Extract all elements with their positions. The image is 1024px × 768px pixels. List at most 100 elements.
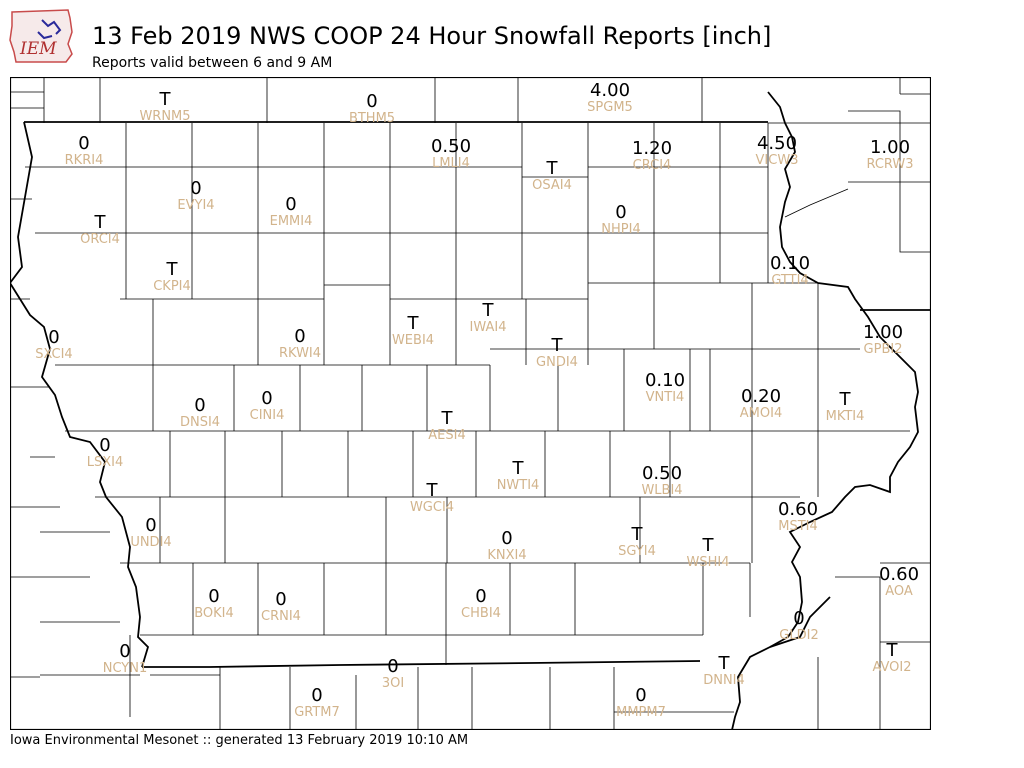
station-id: NWTI4	[497, 478, 540, 493]
station-id: AESI4	[428, 428, 465, 443]
station-id: CKPI4	[153, 279, 191, 294]
station-id: VNTI4	[646, 390, 685, 405]
station-value: 4.50	[757, 133, 797, 154]
station-value: T	[551, 335, 564, 356]
station-id: WRNM5	[139, 109, 190, 124]
station-id: GNDI4	[536, 355, 578, 370]
station-value: T	[702, 535, 715, 556]
iem-logo: IEM	[8, 4, 74, 66]
station-value: 0	[366, 91, 377, 112]
iem-logo-graphic: IEM	[9, 9, 73, 63]
station-value: 0	[475, 586, 486, 607]
station-id: RKWI4	[279, 346, 321, 361]
station-id: WGCI4	[410, 500, 454, 515]
station-id: GLDI2	[779, 628, 818, 643]
station-value: 0	[387, 656, 398, 677]
station-value: 0	[275, 589, 286, 610]
station-id: SXCI4	[35, 347, 72, 362]
station-value: 0	[311, 685, 322, 706]
station-value: 0	[78, 133, 89, 154]
station-id: UNDI4	[130, 535, 171, 550]
station-id: ORCI4	[80, 232, 120, 247]
station-id: GPBI2	[864, 342, 903, 357]
station-value: 0	[635, 685, 646, 706]
station-id: IWAI4	[470, 320, 507, 335]
station-id: RCRW3	[866, 157, 913, 172]
station-value: T	[94, 212, 107, 233]
station-value: 0.10	[770, 253, 810, 274]
station-value: T	[839, 389, 852, 410]
station-value: 0	[119, 641, 130, 662]
station-value: T	[546, 158, 559, 179]
station-value: T	[482, 300, 495, 321]
station-value: 1.00	[863, 322, 903, 343]
station-value: 0.50	[431, 136, 471, 157]
station-value: 1.20	[632, 138, 672, 159]
station-id: 3OI	[382, 676, 404, 691]
station-value: 0	[615, 202, 626, 223]
map-subtitle: Reports valid between 6 and 9 AM	[92, 55, 333, 71]
station-value: 0	[793, 608, 804, 629]
station-id: WEBI4	[392, 333, 434, 348]
station-value: T	[441, 408, 454, 429]
station-value: 0.10	[645, 370, 685, 391]
station-value: 0.60	[879, 564, 919, 585]
station-value: T	[407, 313, 420, 334]
station-value: T	[631, 524, 644, 545]
station-value: T	[426, 480, 439, 501]
station-value: 0	[48, 327, 59, 348]
station-id: LSXI4	[87, 455, 124, 470]
station-value: 0	[99, 435, 110, 456]
station-id: MSTI4	[778, 519, 818, 534]
station-id: MKTI4	[826, 409, 865, 424]
station-value: 1.00	[870, 137, 910, 158]
station-id: EMMI4	[270, 214, 313, 229]
state-boundaries	[10, 91, 930, 730]
station-value: 0	[194, 395, 205, 416]
station-value: 0.20	[741, 386, 781, 407]
station-id: DNNI4	[703, 673, 745, 688]
map-frame	[10, 77, 931, 730]
station-id: BOKI4	[194, 606, 234, 621]
station-id: MMPM7	[616, 705, 666, 720]
station-id: CRNI4	[261, 609, 301, 624]
station-id: DNSI4	[180, 415, 220, 430]
station-id: NCYN1	[103, 661, 148, 676]
station-id: AMOI4	[740, 406, 782, 421]
station-value: T	[159, 89, 172, 110]
station-value: T	[886, 640, 899, 661]
station-id: AOA	[885, 584, 913, 599]
station-id: OSAI4	[532, 178, 572, 193]
footer-credit: Iowa Environmental Mesonet :: generated …	[10, 733, 469, 748]
